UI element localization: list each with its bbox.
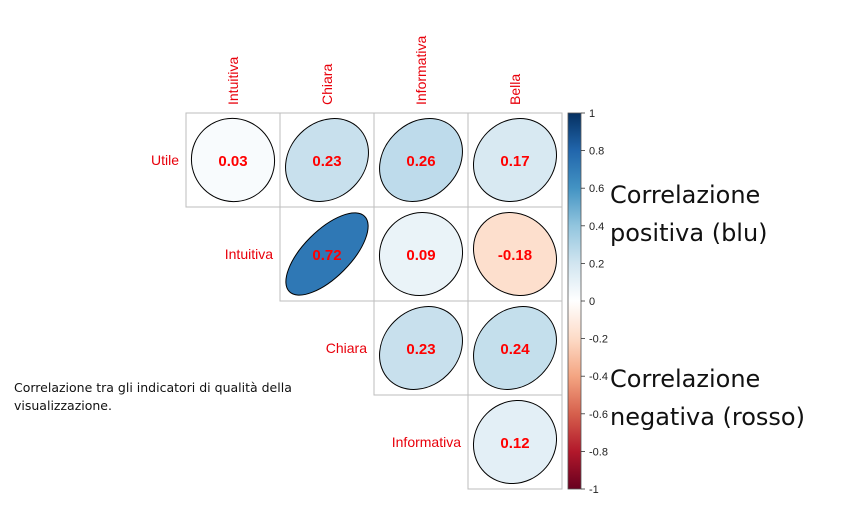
negative-note-line1: Correlazione	[610, 365, 761, 393]
colorbar-tick-label: 0.2	[589, 258, 604, 270]
ellipse-utile-intuitiva	[190, 117, 276, 203]
colorbar-tick-label: 0.8	[589, 146, 604, 158]
colorbar-tick-label: 0.6	[589, 183, 604, 195]
positive-note-line1: Correlazione	[610, 181, 761, 209]
colorbar-rect	[567, 112, 582, 490]
ellipse-utile-bella	[473, 118, 557, 202]
colorbar-tick-label: -0.8	[589, 446, 608, 458]
ellipse-informativa-bella	[472, 399, 558, 485]
value-label-intuitiva-bella: -0.18	[498, 247, 532, 264]
negative-correlation-note: Correlazione negativa (rosso)	[610, 360, 805, 436]
colorbar-tick-label: -1	[589, 484, 599, 496]
column-label-bella: Bella	[507, 74, 523, 105]
ellipse-chiara-bella	[473, 306, 557, 390]
ellipse-chiara-informativa	[379, 306, 463, 390]
column-label-chiara: Chiara	[319, 64, 335, 105]
ellipse-intuitiva-chiara	[285, 212, 369, 296]
positive-note-line2: positiva (blu)	[610, 219, 768, 247]
value-label-utile-informativa: 0.26	[406, 153, 435, 170]
colorbar-tick-label: 0.4	[589, 221, 604, 233]
value-label-utile-chiara: 0.23	[312, 153, 341, 170]
row-label-intuitiva: Intuitiva	[225, 246, 273, 262]
row-label-informativa: Informativa	[392, 434, 461, 450]
value-label-chiara-bella: 0.24	[500, 341, 530, 358]
column-label-intuitiva: Intuitiva	[225, 57, 241, 105]
value-label-chiara-informativa: 0.23	[406, 341, 435, 358]
negative-note-line2: negativa (rosso)	[610, 403, 805, 431]
colorbar-tick-label: -0.4	[589, 371, 608, 383]
colorbar-tick-label: -0.2	[589, 334, 608, 346]
colorbar-tick-label: 1	[589, 108, 595, 120]
row-label-utile: Utile	[151, 152, 179, 168]
correlation-grid: Intuitiva Chiara Informativa Bella Utile 0.03…	[151, 36, 563, 490]
ellipse-utile-informativa	[379, 118, 463, 202]
ellipse-intuitiva-informativa	[378, 211, 464, 297]
colorbar: 1 0.8 0.6 0.4 0.2 0 -0.2 -0.4 -0.6 -0.8 -1	[567, 108, 608, 496]
row-label-chiara: Chiara	[326, 340, 367, 356]
colorbar-tick-label: -0.6	[589, 409, 608, 421]
value-label-informativa-bella: 0.12	[500, 435, 529, 452]
ellipse-intuitiva-bella	[473, 212, 557, 296]
column-label-informativa: Informativa	[413, 36, 429, 105]
value-label-utile-intuitiva: 0.03	[218, 153, 247, 170]
value-label-intuitiva-informativa: 0.09	[406, 247, 435, 264]
value-label-utile-bella: 0.17	[500, 153, 529, 170]
figure-caption: Correlazione tra gli indicatori di quali…	[14, 380, 292, 413]
ellipse-utile-chiara	[285, 118, 369, 202]
colorbar-tick-label: 0	[589, 296, 595, 308]
positive-correlation-note: Correlazione positiva (blu)	[610, 176, 768, 252]
value-label-intuitiva-chiara: 0.72	[312, 247, 341, 264]
